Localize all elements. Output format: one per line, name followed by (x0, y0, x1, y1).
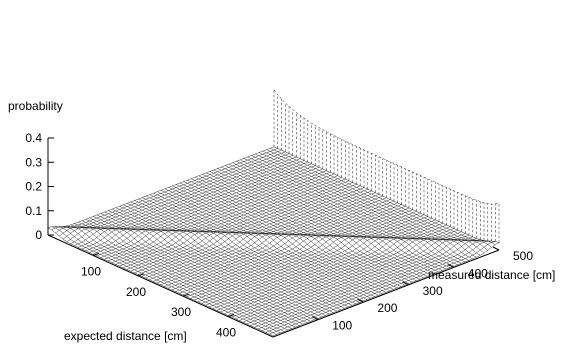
mesh-line-x (205, 217, 432, 306)
mesh-line-x (85, 163, 312, 252)
mesh-line-x (74, 158, 301, 246)
max-range-spike (273, 89, 500, 243)
z-tick-label: 0 (35, 228, 42, 242)
x-axis-line (47, 234, 274, 338)
x-tick-label: 300 (171, 305, 191, 319)
mesh-line-x (70, 156, 297, 244)
y-tick-mark (447, 263, 455, 268)
mesh-line-x (190, 211, 417, 299)
mesh-line-x (47, 146, 275, 228)
mesh-line-x (164, 199, 391, 287)
mesh-line-x (104, 172, 331, 260)
mesh-line-x (134, 185, 361, 274)
spike-top-line (273, 89, 500, 205)
tick-labels: 0 0.1 0.2 0.3 0.4 100 200 300 400 100 200 300 400 500 (25, 131, 533, 340)
y-axis-title: measured distance [cm] (428, 268, 555, 282)
z-tick-label: 0.4 (25, 131, 42, 145)
mesh-line-y (51, 226, 277, 335)
mesh-line-x (149, 192, 376, 280)
z-axis-title: probability (8, 99, 63, 113)
x-tick-mark (92, 252, 100, 256)
mesh-line-x (246, 236, 473, 325)
mesh-line-x (59, 151, 286, 237)
mesh-line-x (179, 206, 406, 294)
x-tick-mark (227, 314, 235, 318)
mesh-line-x (212, 221, 440, 309)
mesh-line-x (250, 238, 477, 326)
x-tick-mark (182, 293, 190, 297)
y-tick-label: 400 (468, 266, 488, 280)
y-tick-label: 200 (377, 301, 397, 315)
mesh-line-x (167, 200, 395, 289)
mesh-line-x (115, 177, 342, 265)
y-tick-mark (492, 246, 500, 251)
mesh-line-x (209, 219, 436, 308)
mesh-line-x (220, 224, 447, 313)
mesh-line-x (261, 240, 488, 331)
mesh-line-x (242, 234, 470, 323)
y-tick-label: 300 (423, 284, 443, 298)
mesh-line-x (272, 242, 500, 337)
mesh-line-x (257, 240, 485, 330)
x-axis-title: expected distance [cm] (64, 329, 187, 343)
y-tick-mark (311, 316, 319, 321)
y-tick-mark (402, 281, 409, 286)
y-tick-label: 500 (513, 249, 533, 263)
mesh-line-x (235, 231, 462, 320)
z-tick-label: 0.1 (25, 204, 42, 218)
x-tick-label: 100 (81, 264, 101, 278)
mesh-line-x (175, 204, 402, 292)
mesh-line-x (216, 223, 443, 311)
y-tick-mark (357, 298, 364, 303)
mesh-line-x (81, 161, 308, 250)
mesh-line-x (239, 233, 466, 321)
mesh-line-x (227, 228, 455, 316)
mesh-line-x (269, 241, 496, 335)
mesh-line-x (77, 160, 305, 248)
z-tick-label: 0.2 (25, 180, 42, 194)
probability-surface (47, 146, 500, 337)
mesh-line-x (145, 190, 372, 279)
mesh-line-x (62, 153, 290, 240)
mesh-line-x (122, 180, 350, 269)
mesh-line-x (231, 229, 458, 318)
mesh-line-x (119, 178, 346, 267)
mesh-line-x (194, 212, 421, 301)
mesh-line-x (111, 175, 338, 263)
mesh-line-x (182, 207, 410, 296)
mesh-line-x (156, 195, 383, 284)
mesh-line-x (254, 239, 481, 328)
y-tick-label: 100 (332, 319, 352, 333)
x-tick-label: 400 (216, 326, 236, 340)
mesh-line-x (197, 214, 425, 303)
mesh-line-x (201, 216, 428, 304)
mesh-line-x (55, 149, 282, 234)
mesh-line-x (137, 187, 365, 275)
y-axis-line (272, 249, 500, 338)
mesh-line-x (126, 182, 353, 270)
x-tick-label: 200 (126, 285, 146, 299)
mesh-line-x (186, 209, 413, 297)
mesh-line-x (107, 173, 335, 262)
mesh-line-x (265, 240, 492, 333)
mesh-line-x (96, 168, 323, 257)
mesh-line-x (171, 202, 398, 291)
mesh-line-x (130, 183, 357, 272)
mesh-line-x (224, 226, 451, 314)
mesh-line-x (66, 155, 293, 242)
z-tick-label: 0.3 (25, 155, 42, 169)
mesh-line-x (160, 197, 387, 286)
mesh-line-x (89, 165, 316, 253)
mesh-line-x (100, 170, 327, 258)
mesh-line-x (152, 194, 380, 282)
mesh-line-x (141, 189, 368, 277)
mesh-line-x (51, 148, 278, 231)
mesh-line-x (92, 166, 320, 255)
x-tick-mark (137, 273, 145, 277)
